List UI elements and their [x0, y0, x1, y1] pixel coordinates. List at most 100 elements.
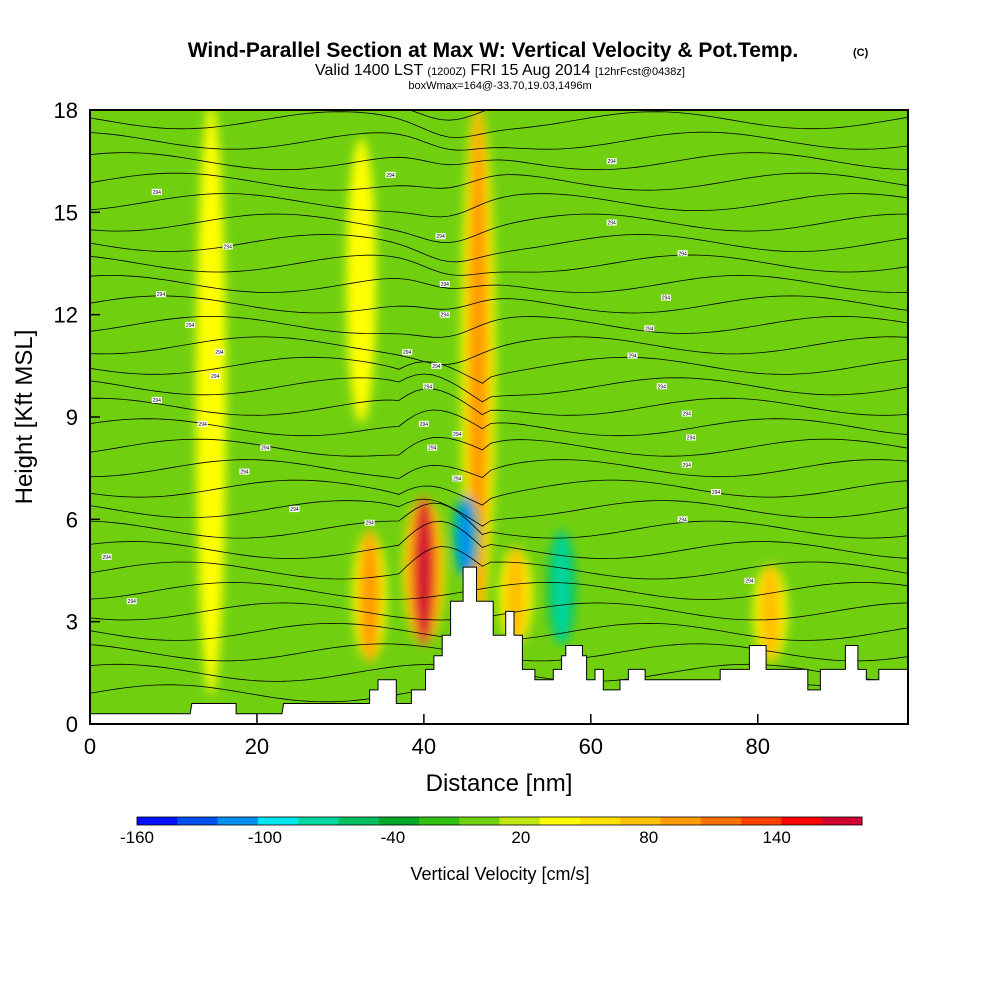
theta-label-box	[423, 383, 434, 390]
velocity-feature	[415, 496, 432, 645]
velocity-feature	[346, 138, 377, 424]
velocity-feature	[457, 496, 474, 577]
theta-label: 294	[424, 384, 433, 390]
theta-label-box	[210, 373, 221, 380]
theta-label-box	[644, 325, 655, 332]
x-tick-label: 80	[746, 734, 770, 759]
theta-label-box	[711, 489, 722, 496]
colorbar-tick-label: 20	[511, 828, 530, 847]
colorbar-title: Vertical Velocity [cm/s]	[410, 864, 589, 884]
theta-label-box	[222, 243, 233, 250]
theta-label-box	[402, 349, 413, 356]
x-tick-label: 20	[245, 734, 269, 759]
colorbar-segment	[137, 817, 178, 825]
colorbar-tick-label: 80	[639, 828, 658, 847]
forecast-info: [12hrFcst@0438z]	[595, 66, 685, 78]
theta-label-box	[101, 553, 112, 560]
theta-label: 294	[365, 521, 374, 527]
theta-label: 294	[186, 323, 195, 329]
theta-label: 294	[683, 412, 692, 418]
velocity-feature	[553, 530, 570, 645]
theta-label: 294	[678, 251, 687, 257]
theta-label-box	[155, 291, 166, 298]
theta-label: 294	[687, 435, 696, 441]
copyright-mark: (C)	[853, 47, 869, 59]
colorbar-tick-label: -40	[381, 828, 406, 847]
theta-label: 294	[103, 555, 112, 561]
theta-label-box	[677, 516, 688, 523]
theta-label: 294	[153, 190, 162, 196]
theta-label: 294	[290, 507, 299, 513]
theta-contour-line	[90, 581, 908, 600]
theta-label-box	[677, 250, 688, 257]
theta-label-box	[289, 506, 300, 513]
theta-label: 294	[215, 350, 224, 356]
theta-contour-line	[90, 336, 908, 365]
chart-title: Wind-Parallel Section at Max W: Vertical…	[188, 39, 799, 62]
y-tick-label: 6	[66, 507, 78, 532]
velocity-feature	[467, 110, 490, 628]
colorbar-segment	[620, 817, 662, 825]
theta-label-box	[151, 188, 162, 195]
theta-contour-line	[90, 388, 908, 416]
colorbar-segment	[378, 817, 420, 825]
plot-area: 294 294 294 294 294 294 294 294 294 294 294 294 294 2…	[90, 110, 908, 724]
theta-label-box	[606, 158, 617, 165]
theta-label: 294	[662, 296, 671, 302]
theta-label-box	[364, 519, 375, 526]
colorbar-segment	[660, 817, 702, 825]
theta-label-box	[385, 171, 396, 178]
colorbar-frame	[136, 816, 863, 826]
colorbar-segment	[821, 817, 863, 825]
theta-label: 294	[678, 517, 687, 523]
theta-label: 294	[745, 579, 754, 585]
theta-contour-line	[90, 436, 908, 457]
colorbar-tick-label: -160	[120, 828, 154, 847]
colorbar-segment	[257, 817, 299, 825]
box-info: boxWmax=164@-33.70,19.03,1496m	[408, 80, 591, 92]
colorbar-segment	[741, 817, 782, 825]
theta-label: 294	[157, 292, 166, 298]
y-tick-label: 15	[54, 200, 78, 225]
y-tick-label: 12	[54, 303, 78, 328]
x-tick-label: 0	[84, 734, 96, 759]
theta-label: 294	[211, 374, 220, 380]
colorbar-segment	[580, 817, 621, 825]
velocity-feature	[196, 110, 227, 696]
theta-contour-line	[90, 498, 908, 527]
y-axis: 0 3 6 9 12 15 18	[54, 98, 100, 737]
theta-label-box	[606, 219, 617, 226]
theta-label-box	[260, 444, 271, 451]
y-tick-label: 0	[66, 712, 78, 737]
velocity-feature	[358, 530, 381, 662]
theta-contour-line	[90, 546, 908, 580]
theta-label: 294	[240, 470, 249, 476]
colorbar-segment	[700, 817, 742, 825]
theta-label-box	[427, 444, 438, 451]
colorbar-segment	[338, 817, 380, 825]
theta-contour-line	[90, 172, 908, 191]
y-tick-label: 18	[54, 98, 78, 123]
theta-label: 294	[453, 476, 462, 482]
theta-label-box	[439, 311, 450, 318]
theta-contour-line	[90, 409, 908, 437]
theta-label: 294	[441, 282, 450, 288]
colorbar: -160 -100 -40 20 80 140	[120, 816, 863, 847]
velocity-field	[196, 110, 788, 696]
theta-label-box	[239, 468, 250, 475]
theta-contours	[90, 110, 908, 703]
theta-label: 294	[683, 463, 692, 469]
y-axis-title: Height [Kft MSL]	[11, 330, 38, 505]
theta-label-box	[656, 383, 667, 390]
theta-label-box	[452, 475, 463, 482]
theta-label-box	[126, 598, 137, 605]
theta-label: 294	[658, 384, 667, 390]
x-axis: 0 20 40 60 80	[84, 714, 770, 759]
theta-label-box	[660, 294, 671, 301]
theta-contour-line	[90, 274, 908, 293]
theta-label-box	[418, 420, 429, 427]
chart-subtitle: Valid 1400 LST (1200Z) FRI 15 Aug 2014 […	[315, 62, 685, 79]
x-tick-label: 60	[579, 734, 603, 759]
theta-label: 294	[432, 364, 441, 370]
